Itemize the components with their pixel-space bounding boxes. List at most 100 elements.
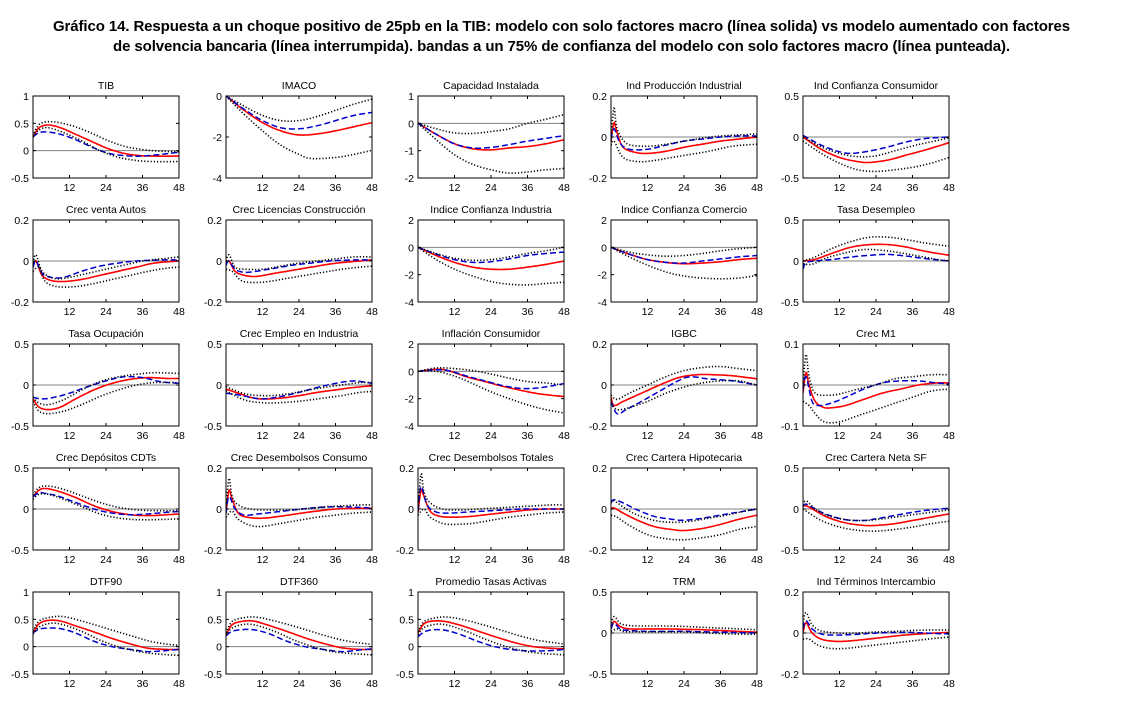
y-tick-label: 0	[23, 504, 29, 516]
x-tick-label: 24	[870, 306, 882, 318]
x-tick-label: 48	[558, 306, 570, 318]
x-tick-label: 24	[100, 182, 112, 194]
irf-panel: IGBC 0.2 0 -0.2 12 24 36 48	[589, 328, 763, 442]
y-tick-label: 1	[408, 587, 414, 599]
y-tick-label: 0.2	[207, 463, 222, 475]
x-tick-label: 24	[293, 430, 305, 442]
series-line-augmented	[611, 127, 757, 151]
panel-title: DTF90	[90, 576, 122, 588]
x-tick-label: 24	[870, 678, 882, 690]
series-line-macro	[418, 122, 564, 151]
series-line-band-upper	[226, 95, 372, 122]
series-group	[226, 254, 372, 284]
series-line-band-upper	[803, 352, 949, 397]
series-line-macro	[611, 373, 757, 407]
series-line-augmented	[33, 627, 179, 653]
x-tick-label: 12	[642, 678, 654, 690]
y-tick-label: -2	[213, 132, 222, 144]
series-line-band-upper	[611, 246, 757, 257]
series-line-macro	[33, 619, 179, 651]
y-tick-label: 0	[793, 504, 799, 516]
series-line-band-upper	[33, 485, 179, 512]
x-tick-label: 12	[257, 554, 269, 566]
x-tick-label: 12	[449, 182, 461, 194]
irf-panel: Inflación Consumidor 2 0 -2 -4 12 24 36 48	[405, 328, 570, 442]
x-tick-label: 36	[715, 182, 727, 194]
series-line-band-upper	[226, 254, 372, 271]
x-tick-label: 48	[366, 430, 378, 442]
x-tick-label: 48	[558, 430, 570, 442]
series-line-band-upper	[226, 381, 372, 397]
series-line-band-lower	[33, 622, 179, 657]
panel-title: Crec Licencias Construcción	[232, 204, 365, 216]
x-tick-label: 24	[485, 554, 497, 566]
panel-title: Crec Desembolsos Totales	[429, 452, 554, 464]
x-tick-label: 48	[173, 678, 185, 690]
series-group	[33, 120, 179, 163]
x-tick-label: 24	[485, 306, 497, 318]
series-group	[226, 95, 372, 160]
y-tick-label: 0	[793, 132, 799, 144]
series-group	[226, 477, 372, 528]
x-tick-label: 24	[100, 678, 112, 690]
series-line-macro	[803, 371, 949, 409]
x-tick-label: 36	[330, 554, 342, 566]
series-line-band-lower	[33, 126, 179, 163]
series-line-band-lower	[611, 628, 757, 636]
series-line-band-lower	[33, 381, 179, 415]
series-line-augmented	[418, 122, 564, 149]
y-tick-label: 0.5	[14, 463, 29, 475]
irf-panel: IMACO 0 -2 -4 12 24 36 48	[213, 80, 378, 194]
series-line-band-lower	[803, 248, 949, 266]
y-tick-label: 2	[601, 215, 607, 227]
irf-panel: Promedio Tasas Activas 1 0.5 0 -0.5 12 24 36 48	[396, 576, 570, 690]
x-tick-label: 48	[943, 554, 955, 566]
series-line-augmented	[226, 95, 372, 130]
x-tick-label: 24	[293, 678, 305, 690]
figure-title-line1: Gráfico 14. Respuesta a un choque positi…	[52, 18, 1071, 35]
x-tick-label: 36	[137, 182, 149, 194]
series-group	[803, 134, 949, 173]
irf-panel: Ind Producción Industrial 0.2 0 -0.2 12 24 36 4…	[589, 80, 763, 194]
y-tick-label: 1	[216, 587, 222, 599]
series-line-macro	[33, 259, 179, 283]
x-tick-label: 12	[834, 306, 846, 318]
y-tick-label: -0.2	[204, 297, 222, 309]
series-group	[418, 616, 564, 656]
irf-panel: Crec venta Autos 0.2 0 -0.2 12 24 36 48	[11, 204, 185, 318]
x-tick-label: 36	[522, 182, 534, 194]
series-line-macro	[33, 376, 179, 411]
series-line-band-lower	[226, 623, 372, 656]
x-tick-label: 36	[907, 306, 919, 318]
series-line-macro	[226, 259, 372, 278]
irf-panel: Crec Desembolsos Consumo 0.2 0 -0.2 12 24 36 48	[204, 452, 378, 566]
x-tick-label: 24	[870, 182, 882, 194]
y-tick-label: 0.5	[784, 215, 799, 227]
y-tick-label: -4	[405, 297, 414, 309]
x-tick-label: 24	[485, 678, 497, 690]
y-tick-label: -0.5	[396, 669, 414, 681]
x-tick-label: 24	[485, 182, 497, 194]
y-tick-label: 0.2	[207, 215, 222, 227]
x-tick-label: 36	[715, 430, 727, 442]
x-tick-label: 12	[257, 678, 269, 690]
y-tick-label: -0.2	[589, 545, 607, 557]
y-tick-label: 0	[601, 242, 607, 254]
y-tick-label: 0.5	[784, 91, 799, 103]
panel-title: Ind Confianza Consumidor	[814, 80, 939, 92]
x-tick-label: 36	[330, 430, 342, 442]
y-tick-label: 0.1	[784, 339, 799, 351]
y-tick-label: 0	[23, 146, 29, 158]
x-tick-label: 12	[642, 554, 654, 566]
y-tick-label: 0	[601, 628, 607, 640]
y-tick-label: 0	[793, 628, 799, 640]
y-tick-label: 0.5	[14, 614, 29, 626]
y-tick-label: 0.2	[14, 215, 29, 227]
series-line-augmented	[418, 628, 564, 652]
plot-frame	[417, 343, 565, 427]
x-tick-label: 12	[642, 430, 654, 442]
x-tick-label: 24	[293, 554, 305, 566]
series-line-band-lower	[418, 370, 564, 414]
x-tick-label: 36	[715, 678, 727, 690]
x-tick-label: 36	[137, 306, 149, 318]
